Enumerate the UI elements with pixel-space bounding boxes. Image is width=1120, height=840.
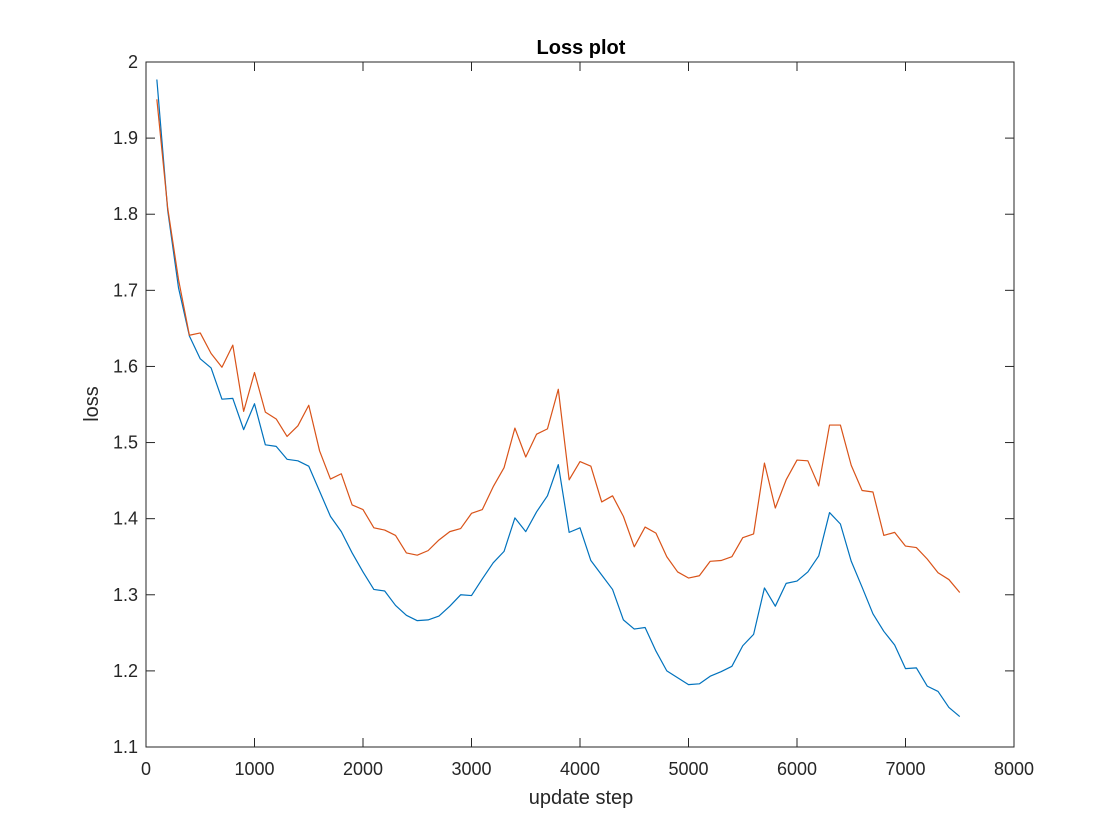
x-tick-label: 1000 bbox=[234, 759, 274, 779]
x-tick-label: 5000 bbox=[668, 759, 708, 779]
x-axis-ticks: 0 1000 2000 3000 4000 5000 6000 7000 8000 bbox=[141, 62, 1034, 779]
x-tick-label: 3000 bbox=[451, 759, 491, 779]
y-tick-label: 1.9 bbox=[113, 128, 138, 148]
x-tick-label: 8000 bbox=[994, 759, 1034, 779]
y-tick-label: 1.3 bbox=[113, 585, 138, 605]
y-tick-label: 1.5 bbox=[113, 433, 138, 453]
x-tick-label: 7000 bbox=[885, 759, 925, 779]
series-line-1 bbox=[156, 79, 961, 718]
x-tick-label: 6000 bbox=[777, 759, 817, 779]
y-axis-ticks: 1.1 1.2 1.3 1.4 1.5 1.6 1.7 1.8 1.9 2 bbox=[113, 52, 1014, 757]
y-tick-label: 1.2 bbox=[113, 661, 138, 681]
plot-area-box bbox=[145, 61, 1015, 748]
y-tick-label: 1.7 bbox=[113, 280, 138, 300]
x-axis-label: update step bbox=[529, 787, 634, 809]
x-tick-label: 0 bbox=[141, 759, 151, 779]
series-line-2 bbox=[156, 99, 961, 593]
y-axis-label: loss bbox=[81, 386, 103, 422]
y-tick-label: 1.4 bbox=[113, 509, 138, 529]
chart-title: Loss plot bbox=[537, 37, 626, 59]
x-tick-label: 2000 bbox=[343, 759, 383, 779]
series-layer bbox=[156, 79, 961, 718]
y-tick-label: 1.6 bbox=[113, 356, 138, 376]
y-tick-label: 2 bbox=[128, 52, 138, 72]
x-tick-label: 4000 bbox=[560, 759, 600, 779]
y-tick-label: 1.1 bbox=[113, 737, 138, 757]
y-tick-label: 1.8 bbox=[113, 204, 138, 224]
